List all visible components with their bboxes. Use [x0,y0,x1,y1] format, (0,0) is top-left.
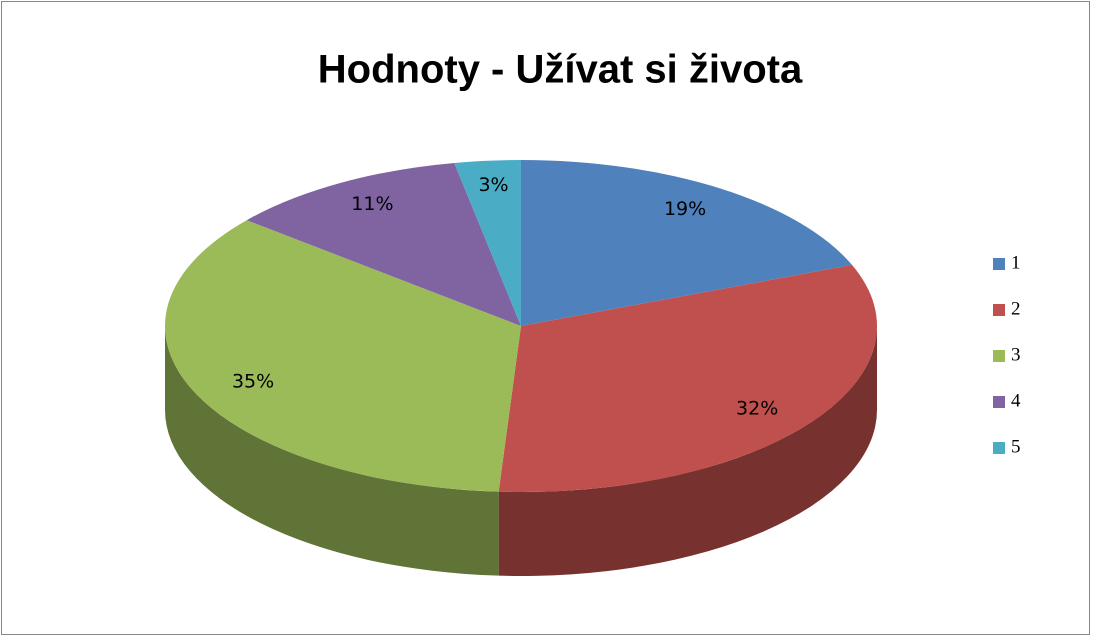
data-label: 35% [232,371,274,393]
legend-swatch [993,442,1005,454]
pie-side [165,326,499,576]
legend-swatch [993,304,1005,316]
chart-title: Hodnoty - Užívat si života [318,48,803,92]
legend-label: 1 [1011,252,1021,273]
data-label: 3% [478,174,508,196]
pie-slice [246,162,522,326]
legend-swatch [993,396,1005,408]
data-label: 11% [351,193,393,215]
legend-label: 2 [1011,298,1021,319]
pie-side [498,326,877,576]
data-label: 19% [664,198,706,220]
pie-slice [498,264,877,492]
pie-slice [165,220,521,492]
data-label: 32% [736,397,778,419]
legend-swatch [993,350,1005,362]
legend-label: 5 [1011,436,1021,457]
pie-slice [521,160,853,326]
legend-label: 3 [1011,344,1021,365]
legend-label: 4 [1011,390,1021,411]
pie-slice [454,160,521,326]
legend-swatch [993,258,1005,270]
